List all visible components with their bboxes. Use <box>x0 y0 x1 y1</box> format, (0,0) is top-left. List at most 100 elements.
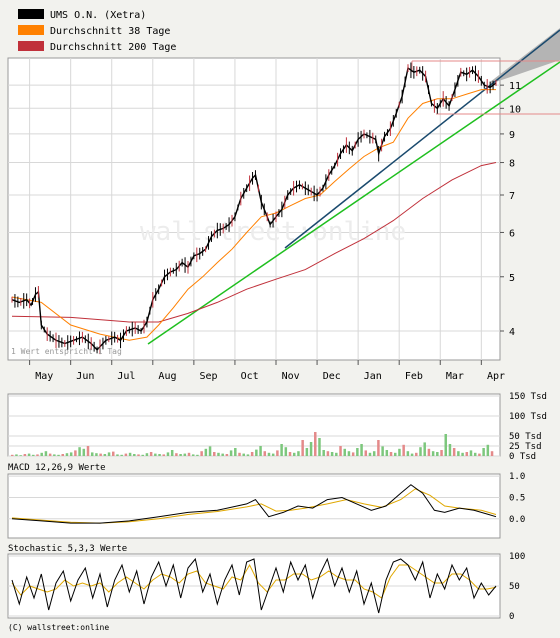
price-axis: 4 5 6 7 8 9 10 11 <box>500 81 521 338</box>
volume-bar <box>40 452 43 456</box>
volume-bar <box>301 440 304 456</box>
volume-bar <box>259 446 262 456</box>
volume-bar <box>284 447 288 456</box>
macd-panel <box>7 473 501 539</box>
stochastic-title: Stochastic 5,3,3 Werte <box>8 544 127 554</box>
volume-bar <box>478 453 481 456</box>
volume-bar <box>19 455 22 456</box>
volume-bar <box>128 452 132 456</box>
volume-bar <box>103 454 107 456</box>
volume-bar <box>65 453 69 456</box>
month-tick-label: Jun <box>76 371 94 382</box>
price-tick-label: 4 <box>509 327 515 338</box>
legend-swatch-ma200 <box>18 41 44 51</box>
volume-bars <box>11 432 494 456</box>
volume-bar <box>339 446 342 456</box>
volume-bar <box>61 454 65 456</box>
volume-bar <box>191 454 195 456</box>
stochastic-tick-label: 0 <box>509 612 514 622</box>
volume-bar <box>486 444 490 456</box>
volume-bar <box>141 454 144 456</box>
volume-bar <box>457 451 460 456</box>
volume-bar <box>347 451 351 456</box>
volume-bar <box>427 448 431 456</box>
volume-bar <box>461 452 464 456</box>
volume-bar <box>124 453 128 456</box>
volume-bar <box>27 453 31 456</box>
month-tick-label: Apr <box>487 371 505 382</box>
volume-bar <box>385 450 389 456</box>
volume-bar <box>23 454 27 456</box>
volume-bar <box>267 452 271 456</box>
volume-bar <box>406 451 410 456</box>
macd-title: MACD 12,26,9 Werte <box>8 463 106 473</box>
month-tick-label: May <box>35 371 53 382</box>
volume-bar <box>242 453 245 456</box>
month-tick-label: Nov <box>282 371 300 382</box>
volume-bar <box>398 448 401 456</box>
volume-bar <box>145 453 149 456</box>
trend-channel <box>490 28 560 84</box>
volume-bar <box>225 454 229 456</box>
stochastic-tick-label: 50 <box>509 582 520 592</box>
volume-bar <box>162 454 166 456</box>
volume-bar <box>170 450 174 456</box>
volume-bar <box>305 448 309 456</box>
macd-tick-label: 1.0 <box>509 472 525 482</box>
volume-bar <box>280 444 283 456</box>
volume-bar <box>74 450 77 456</box>
volume-bar <box>423 442 426 456</box>
volume-bar <box>158 454 161 456</box>
stochastic-tick-label: 100 <box>509 552 525 562</box>
volume-bar <box>448 444 452 456</box>
volume-bar <box>276 450 279 456</box>
volume-bar <box>309 442 313 456</box>
price-tick-label: 10 <box>509 104 521 115</box>
price-panel <box>7 57 501 361</box>
volume-bar <box>415 452 418 456</box>
volume-bar <box>133 454 136 456</box>
volume-bar <box>431 451 435 456</box>
macd-series-group <box>11 484 497 524</box>
volume-bar <box>246 454 250 456</box>
volume-bar <box>95 453 98 456</box>
volume-bar <box>213 452 216 456</box>
volume-bar <box>318 438 321 456</box>
volume-bar <box>200 451 203 456</box>
volume-bar <box>360 444 363 456</box>
volume-bar <box>208 446 212 456</box>
stochastic-series-group <box>11 557 497 614</box>
price-tick-label: 8 <box>509 159 515 170</box>
volume-bar <box>330 452 334 456</box>
month-axis: May Jun Jul Aug Sep Oct Nov Dec Jan Feb Mar Apr <box>29 360 505 382</box>
volume-bar <box>444 434 447 456</box>
price-tick-label: 7 <box>509 191 515 202</box>
volume-bar <box>364 450 368 456</box>
volume-bar <box>292 452 296 456</box>
volume-bar <box>221 453 224 456</box>
price-series-group <box>11 62 497 355</box>
legend-label-ma200: Durchschnitt 200 Tage <box>50 42 176 53</box>
volume-bar <box>154 453 157 456</box>
volume-bar <box>490 451 494 456</box>
volume-bar <box>381 446 384 456</box>
volume-bar <box>482 448 485 456</box>
macd-axis: 0.0 0.5 1.0 <box>509 472 525 525</box>
volume-bar <box>120 454 123 456</box>
month-tick-label: Sep <box>200 371 218 382</box>
macd-main-line <box>11 484 497 524</box>
volume-bar <box>32 454 35 456</box>
volume-bar <box>402 444 405 456</box>
volume-bar <box>183 453 187 456</box>
volume-bar <box>44 451 48 456</box>
volume-bar <box>229 450 233 456</box>
macd-grid <box>8 475 500 520</box>
volume-bar <box>82 448 86 456</box>
legend-label-ma38: Durchschnitt 38 Tage <box>50 26 170 37</box>
month-tick-label: Mar <box>446 371 464 382</box>
volume-bar <box>393 452 397 456</box>
legend-swatch-ma38 <box>18 25 44 35</box>
volume-bar <box>335 452 338 456</box>
legend: UMS O.N. (Xetra) Durchschnitt 38 Tage Du… <box>18 9 176 53</box>
